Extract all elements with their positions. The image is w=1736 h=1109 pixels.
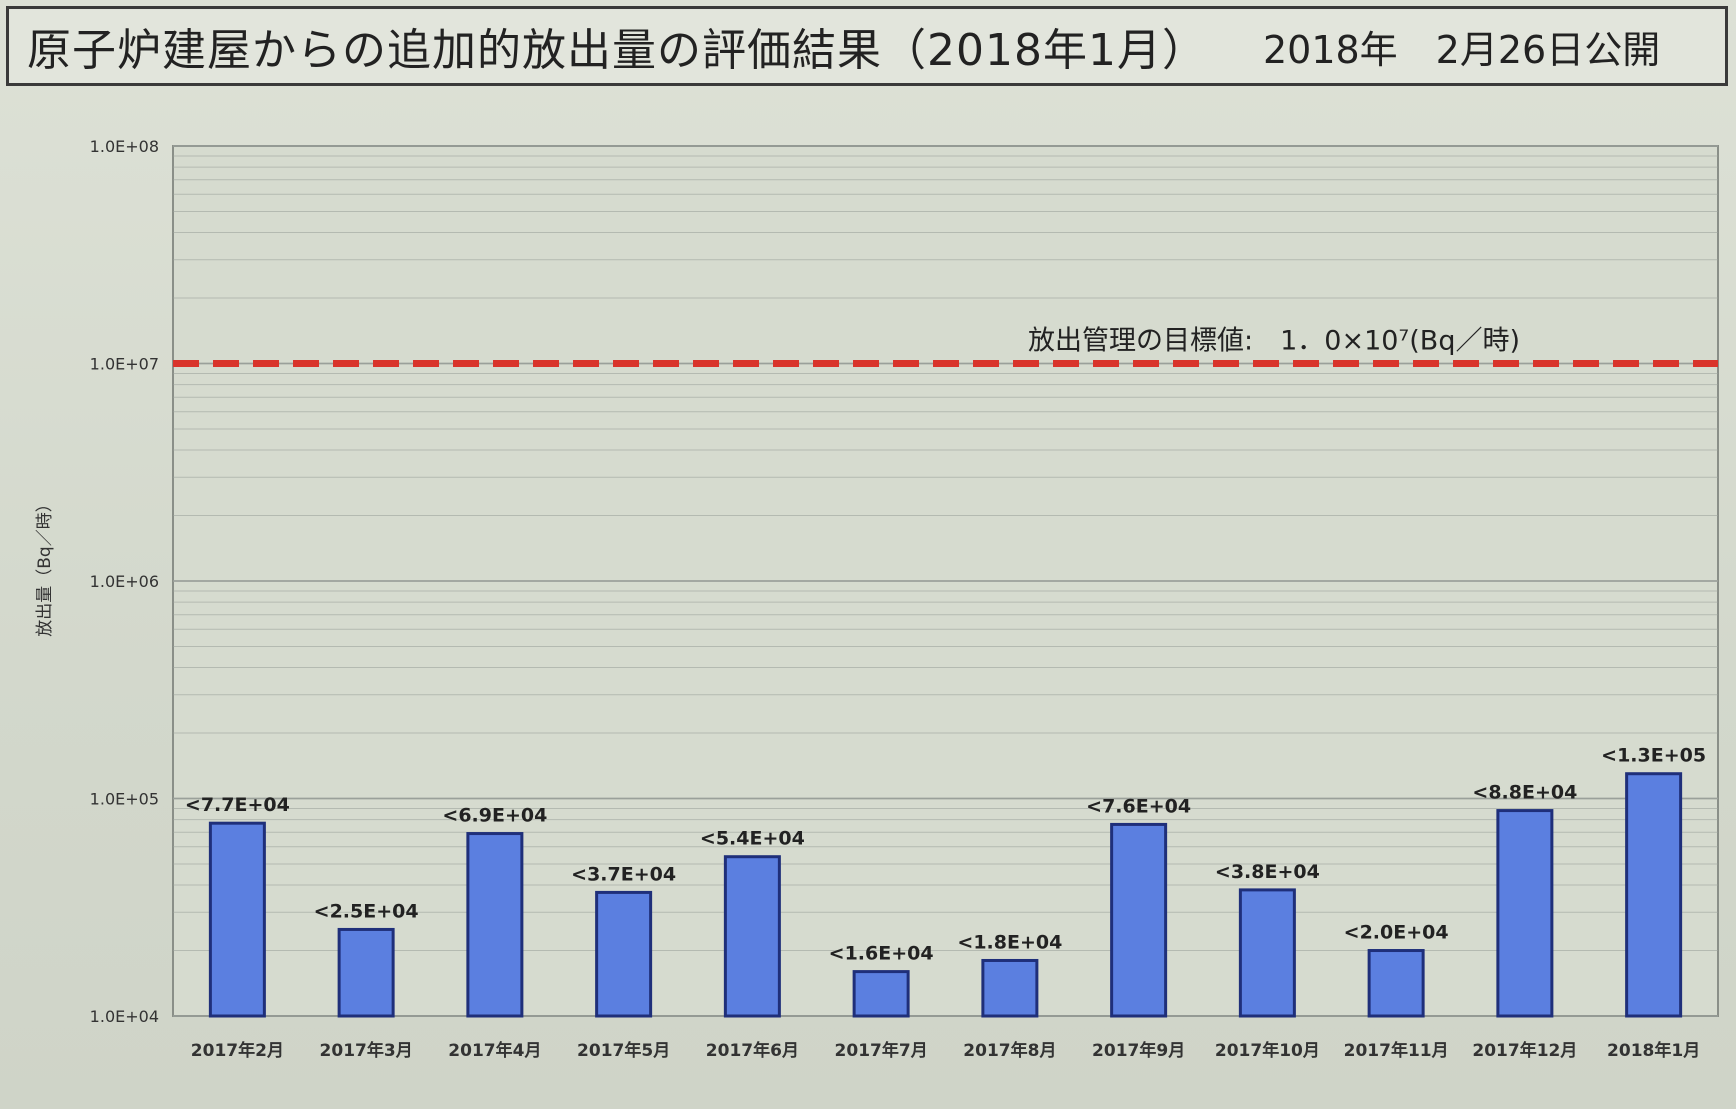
y-tick-label: 1.0E+08 — [90, 137, 159, 156]
bar-chart: 1.0E+04 1.0E+05 1.0E+06 1.0E+07 1.0E+08 放出量（… — [35, 137, 1719, 1061]
bar — [1625, 772, 1683, 1018]
bar — [1367, 949, 1425, 1018]
data-label: <3.8E+04 — [1215, 861, 1320, 883]
y-tick-label: 1.0E+04 — [90, 1007, 159, 1026]
x-tick-label: 2017年5月 — [577, 1040, 670, 1061]
data-label: <1.6E+04 — [829, 943, 934, 965]
data-label: <1.8E+04 — [957, 931, 1062, 953]
data-label: <5.4E+04 — [700, 828, 805, 850]
data-label: <8.8E+04 — [1472, 782, 1577, 804]
bar — [981, 958, 1039, 1018]
data-label: <7.7E+04 — [185, 794, 290, 816]
published-date: 2018年 2月26日公開 — [1262, 27, 1661, 72]
x-tick-labels: 2017年2月 2017年3月 2017年4月 2017年5月 2017年6月 2017年… — [191, 1040, 1700, 1061]
x-tick-label: 2017年2月 — [191, 1040, 284, 1061]
bar — [208, 821, 266, 1018]
data-labels: <7.7E+04 <2.5E+04 <6.9E+04 <3.7E+04 <5.4E+04… — [185, 745, 1706, 965]
gridlines — [173, 145, 1718, 1017]
data-label: <6.9E+04 — [442, 805, 547, 827]
y-tick-labels: 1.0E+04 1.0E+05 1.0E+06 1.0E+07 1.0E+08 — [90, 137, 159, 1026]
data-label: <2.0E+04 — [1344, 922, 1449, 944]
chart-area: 1.0E+04 1.0E+05 1.0E+06 1.0E+07 1.0E+08 放出量（… — [18, 96, 1728, 1101]
bar — [1238, 888, 1296, 1018]
data-label: <1.3E+05 — [1601, 745, 1706, 767]
target-line-group: 放出管理の目標値: 1．0×10⁷(Bq／時) — [173, 326, 1718, 367]
page-title: 原子炉建屋からの追加的放出量の評価結果（2018年1月） — [27, 25, 1207, 76]
x-tick-label: 2017年3月 — [320, 1040, 413, 1061]
target-line-label: 放出管理の目標値: 1．0×10⁷(Bq／時) — [1028, 326, 1520, 357]
y-axis-label: 放出量（Bq／時） — [35, 495, 55, 636]
x-tick-label: 2017年7月 — [835, 1040, 928, 1061]
bar — [723, 855, 781, 1018]
x-tick-label: 2017年4月 — [448, 1040, 541, 1061]
x-tick-label: 2017年9月 — [1092, 1040, 1185, 1061]
y-tick-label: 1.0E+07 — [90, 355, 159, 374]
bar — [1110, 822, 1168, 1018]
y-tick-label: 1.0E+05 — [90, 790, 159, 809]
data-label: <2.5E+04 — [314, 900, 419, 922]
bars — [208, 772, 1683, 1018]
bar — [852, 970, 910, 1018]
title-box: 原子炉建屋からの追加的放出量の評価結果（2018年1月） 2018年 2月26日… — [6, 6, 1728, 86]
x-tick-label: 2017年11月 — [1344, 1040, 1449, 1061]
x-tick-label: 2017年8月 — [963, 1040, 1056, 1061]
x-tick-label: 2017年10月 — [1215, 1040, 1320, 1061]
bar — [466, 832, 524, 1018]
x-tick-label: 2018年1月 — [1607, 1040, 1700, 1061]
bar — [1496, 809, 1554, 1018]
bar — [595, 890, 653, 1018]
x-tick-label: 2017年12月 — [1472, 1040, 1577, 1061]
data-label: <7.6E+04 — [1086, 795, 1191, 817]
x-tick-label: 2017年6月 — [706, 1040, 799, 1061]
data-label: <3.7E+04 — [571, 863, 676, 885]
y-tick-label: 1.0E+06 — [90, 572, 159, 591]
bar — [337, 927, 395, 1018]
